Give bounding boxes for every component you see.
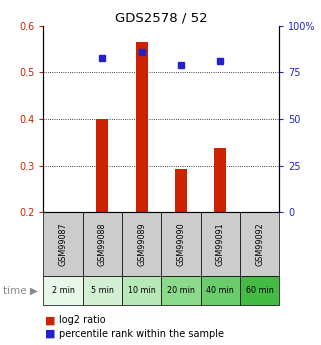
Text: 2 min: 2 min bbox=[52, 286, 74, 295]
Bar bbox=[122, 276, 161, 305]
Text: 20 min: 20 min bbox=[167, 286, 195, 295]
Text: 40 min: 40 min bbox=[206, 286, 234, 295]
Text: GSM99089: GSM99089 bbox=[137, 222, 146, 266]
Text: GSM99092: GSM99092 bbox=[255, 222, 264, 266]
Bar bbox=[214, 148, 226, 212]
Bar bbox=[201, 276, 240, 305]
Text: log2 ratio: log2 ratio bbox=[59, 315, 106, 325]
Text: 5 min: 5 min bbox=[91, 286, 114, 295]
Text: GSM99090: GSM99090 bbox=[177, 222, 186, 266]
Bar bbox=[122, 212, 161, 276]
Text: GSM99087: GSM99087 bbox=[58, 222, 67, 266]
Bar bbox=[83, 276, 122, 305]
Text: time ▶: time ▶ bbox=[3, 286, 38, 296]
Bar bbox=[43, 276, 83, 305]
Text: 10 min: 10 min bbox=[128, 286, 155, 295]
Bar bbox=[161, 212, 201, 276]
Bar bbox=[96, 119, 108, 212]
Text: GSM99088: GSM99088 bbox=[98, 222, 107, 266]
Bar bbox=[43, 212, 83, 276]
Text: percentile rank within the sample: percentile rank within the sample bbox=[59, 329, 224, 339]
Title: GDS2578 / 52: GDS2578 / 52 bbox=[115, 12, 208, 25]
Text: ■: ■ bbox=[45, 315, 56, 325]
Bar bbox=[201, 212, 240, 276]
Bar bbox=[175, 169, 187, 212]
Bar bbox=[136, 42, 148, 212]
Text: GSM99091: GSM99091 bbox=[216, 222, 225, 266]
Bar bbox=[83, 212, 122, 276]
Bar bbox=[240, 276, 279, 305]
Bar bbox=[240, 212, 279, 276]
Text: 60 min: 60 min bbox=[246, 286, 273, 295]
Text: ■: ■ bbox=[45, 329, 56, 339]
Bar bbox=[161, 276, 201, 305]
